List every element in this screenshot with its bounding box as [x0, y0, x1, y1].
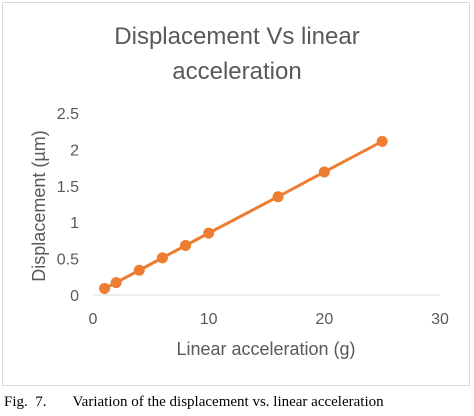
- x-tick-label: 20: [315, 311, 333, 328]
- figure-caption: Fig. 7. Variation of the displacement vs…: [4, 394, 470, 411]
- series-line: [103, 140, 383, 290]
- y-tick-label: 0: [70, 288, 79, 305]
- x-axis-label: Linear acceleration (g): [176, 339, 355, 359]
- y-axis-label: Displacement (µm): [29, 130, 49, 281]
- x-tick-label: 0: [89, 311, 98, 328]
- data-point: [99, 282, 111, 294]
- data-point: [376, 135, 388, 147]
- y-tick-label: 2: [70, 142, 79, 159]
- chart-title-line-2: acceleration: [172, 58, 301, 85]
- chart-title-line-1: Displacement Vs linear: [114, 23, 359, 50]
- chart-frame: [2, 2, 470, 386]
- data-points: [99, 135, 388, 294]
- caption-label: Fig. 7.: [4, 394, 47, 410]
- data-point: [318, 166, 330, 178]
- data-point: [203, 227, 215, 239]
- y-tick-label: 1: [70, 215, 79, 232]
- x-tick-label: 10: [200, 311, 218, 328]
- data-point: [110, 277, 122, 289]
- x-tick-labels: 0 10 20 30: [89, 311, 449, 328]
- y-tick-label: 0.5: [57, 252, 79, 269]
- y-tick-labels: 0 0.5 1 1.5 2 2.5: [57, 106, 79, 305]
- data-point: [156, 252, 168, 264]
- x-tick-label: 30: [431, 311, 449, 328]
- data-point: [272, 191, 284, 203]
- chart: Displacement Vs linear acceleration 0 0.5…: [29, 23, 449, 359]
- data-point: [180, 239, 192, 251]
- y-tick-label: 1.5: [57, 179, 79, 196]
- data-point: [133, 264, 145, 276]
- caption-text: Variation of the displacement vs. linear…: [72, 394, 384, 410]
- y-tick-label: 2.5: [57, 106, 79, 123]
